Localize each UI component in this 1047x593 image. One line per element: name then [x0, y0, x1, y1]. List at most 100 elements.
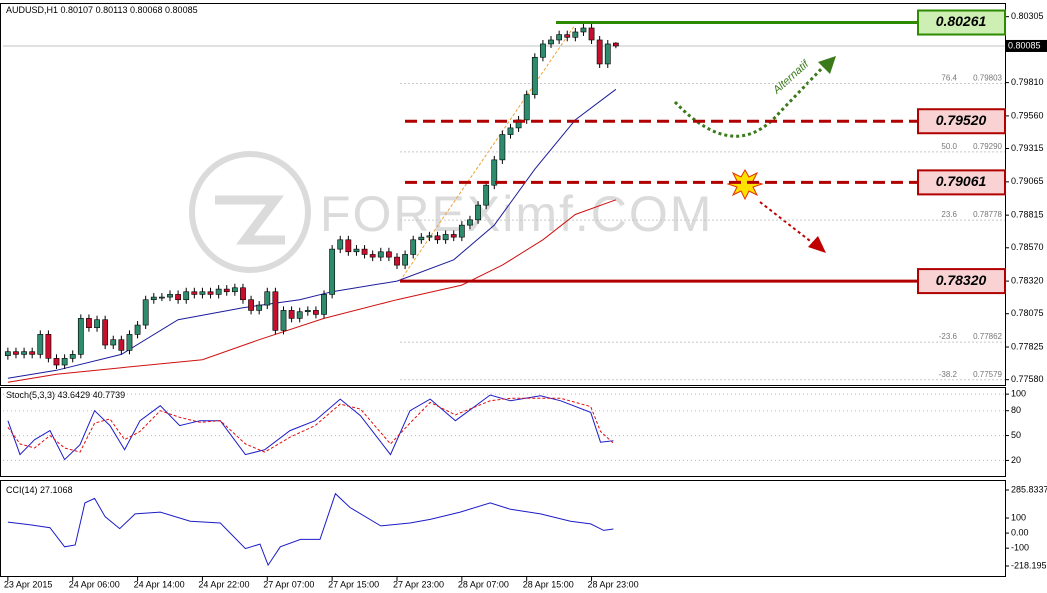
candle-body [215, 288, 222, 295]
candle-body [280, 310, 287, 331]
starburst [726, 168, 764, 201]
x-tick-label: 28 Apr 23:00 [588, 579, 639, 589]
watermark-logo [189, 151, 311, 273]
candle-body [158, 296, 165, 299]
fib-ratio: 23.6 [941, 210, 957, 219]
y-tick-label: -100 [1011, 543, 1029, 553]
y-tick-label: 0.78570 [1011, 242, 1044, 252]
fib-price: 0.78778 [973, 210, 1002, 219]
symbol: AUDUSD,H1 [6, 5, 58, 15]
fib-price: 0.77579 [973, 370, 1002, 379]
candle-body [142, 299, 149, 326]
x-tick-label: 27 Apr 15:00 [328, 579, 379, 589]
indicator-line [7, 199, 617, 383]
y-tick-label: 0.80305 [1011, 11, 1044, 21]
fib-ratio: -38.2 [939, 370, 958, 379]
candle-body [394, 256, 400, 266]
alt-arrow [673, 62, 828, 138]
candle-body [402, 254, 408, 266]
cci-title: CCI(14) [6, 485, 38, 495]
y-tick-label: 100 [1011, 389, 1026, 399]
candle-body [499, 134, 506, 161]
candle-body [77, 318, 84, 355]
candle-body [612, 42, 619, 47]
candle-body [183, 291, 190, 301]
candle-body [150, 296, 157, 301]
x-tick-label: 27 Apr 07:00 [263, 579, 314, 589]
level-label: 0.79061 [936, 173, 987, 189]
candle-body [21, 351, 27, 355]
candle-body [175, 294, 182, 301]
y-tick-label: -218.195 [1011, 560, 1047, 570]
candle-body [369, 254, 376, 258]
level-box [917, 9, 1006, 36]
y-tick-label: 0.78075 [1011, 308, 1044, 318]
price-tag [1005, 39, 1047, 52]
indicator-line [7, 397, 614, 453]
candle-body [53, 358, 60, 366]
x-tick-label: 24 Apr 06:00 [69, 579, 120, 589]
candle-body [426, 235, 433, 238]
y-tick-label: 0.79560 [1011, 110, 1044, 120]
candle-body [491, 159, 498, 186]
candle-body [588, 27, 595, 41]
level-label: 0.79520 [936, 112, 987, 128]
candle-body [548, 39, 554, 45]
price-tag-label: 0.80085 [1008, 40, 1041, 50]
candle-body [256, 304, 263, 311]
candle-body [434, 235, 441, 241]
stoch-header: Stoch(5,3,3) 43.6429 40.7739 [6, 390, 125, 400]
candle-body [410, 239, 417, 255]
y-tick-label: 285.8337 [1011, 484, 1047, 494]
y-tick-label: 0.79810 [1011, 77, 1044, 87]
level-label: 0.78320 [936, 272, 987, 288]
last-low: 0.80068 [130, 5, 163, 15]
y-tick-label: 0.78815 [1011, 210, 1044, 220]
candle-body [564, 34, 571, 38]
candle-body [118, 339, 125, 351]
candle-body [337, 239, 344, 250]
candle-body [313, 310, 319, 315]
candle-body [572, 31, 579, 38]
candle-body [199, 291, 206, 295]
header: AUDUSD,H1 0.80107 0.80113 0.80068 0.8008… [6, 5, 198, 15]
indicator-line [7, 492, 614, 567]
cci-last: 27.1068 [40, 485, 73, 495]
alt-arrowhead [818, 56, 836, 74]
candle-body [304, 310, 311, 313]
y-tick-label: 0.00 [1011, 527, 1029, 537]
last-high: 0.80113 [96, 5, 128, 15]
candle-body [296, 311, 303, 319]
candle-body [450, 234, 457, 238]
cci-panel [0, 480, 1006, 577]
fib-ratio: 76.4 [941, 74, 957, 83]
down-arrowhead [808, 236, 826, 253]
candle-body [353, 248, 360, 253]
indicator-line [7, 394, 614, 461]
last-open: 0.80107 [61, 5, 94, 15]
y-tick-label: 0.77825 [1011, 341, 1044, 351]
candle-body [531, 56, 538, 95]
candle-body [288, 310, 295, 319]
level-box [917, 268, 1006, 295]
y-tick-label: 80 [1011, 405, 1021, 415]
candle-body [4, 351, 11, 356]
level-box [917, 108, 1006, 135]
stoch-title: Stoch(5,3,3) [6, 390, 55, 400]
candle-body [385, 251, 392, 258]
y-tick-label: 0.79065 [1011, 176, 1044, 186]
candle-body [191, 291, 198, 295]
candle-body [467, 219, 473, 226]
candle-body [264, 291, 271, 306]
level-box [917, 169, 1006, 196]
candle-body [45, 334, 52, 359]
candle-body [37, 334, 44, 355]
fib-ratio: -23.6 [939, 332, 958, 341]
candle-body [29, 351, 36, 355]
last-close: 0.80085 [165, 5, 198, 15]
candle-body [126, 334, 133, 351]
candle-body [458, 224, 465, 238]
fib-ratio: 50.0 [941, 142, 957, 151]
candle-body [345, 239, 352, 253]
